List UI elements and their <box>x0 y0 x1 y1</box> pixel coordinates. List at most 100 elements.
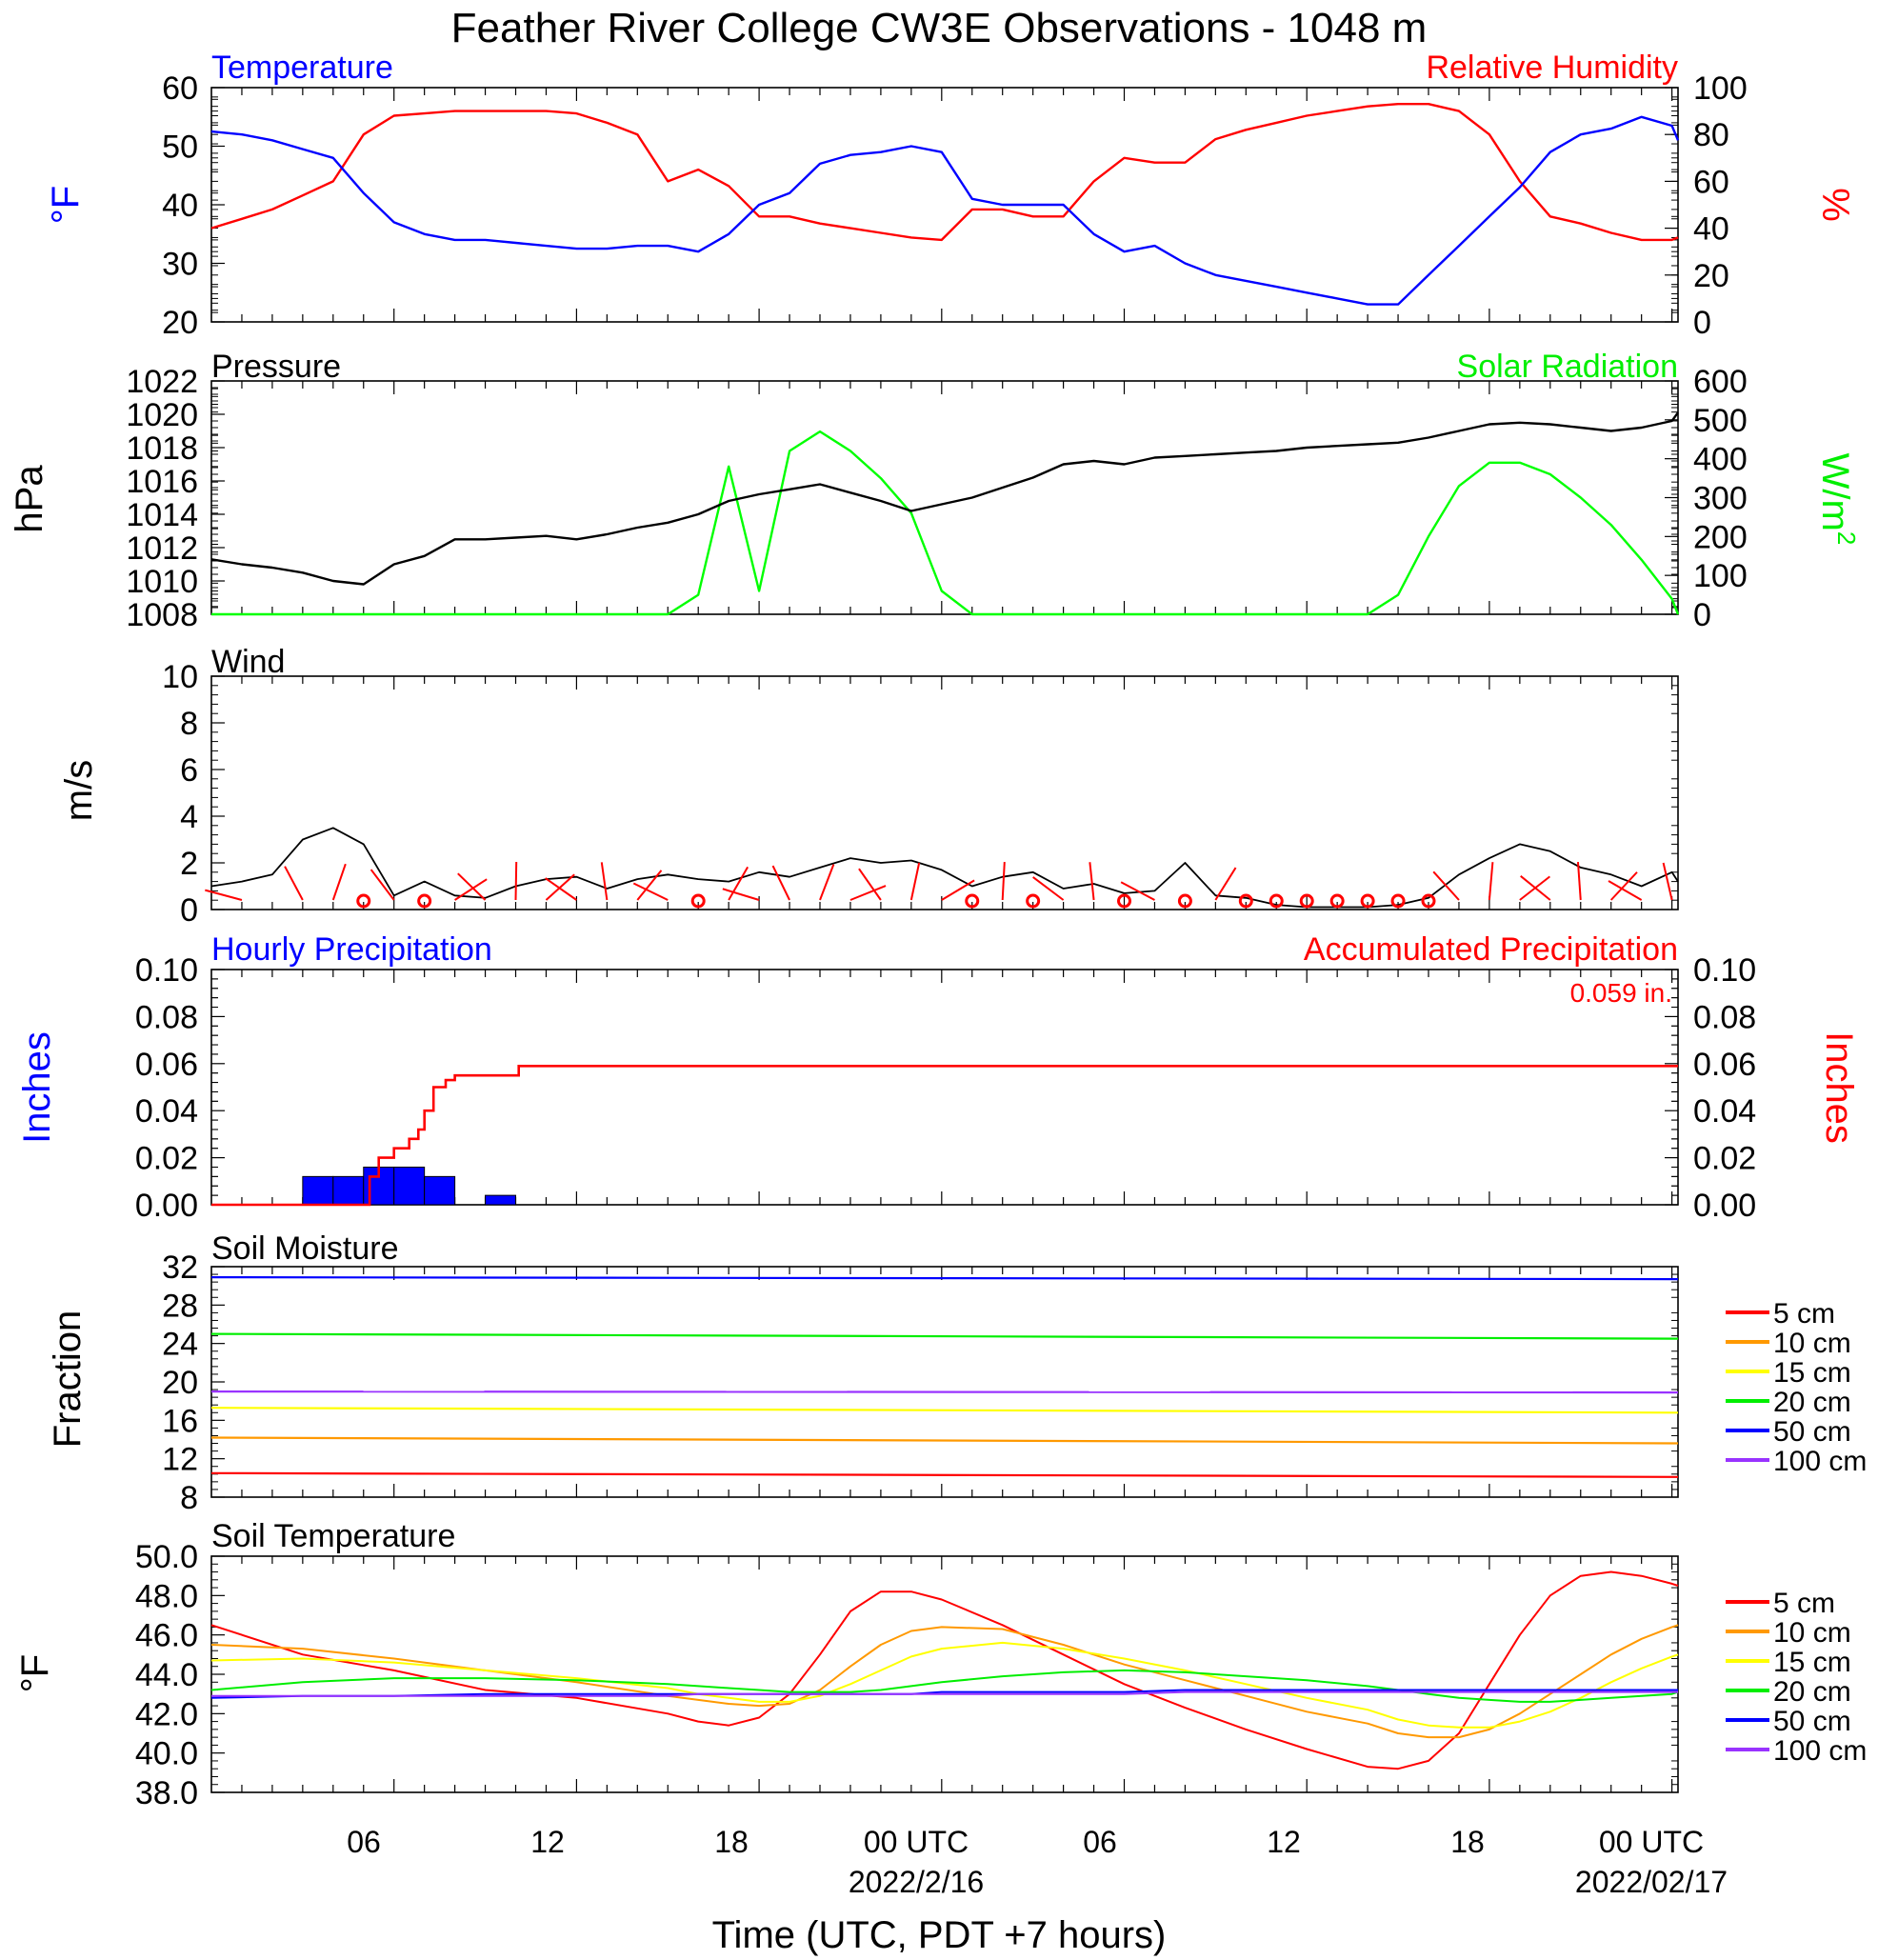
temperature-line <box>210 115 1680 306</box>
y-tick-label: 0 <box>180 892 198 929</box>
y-tick-label: 8 <box>180 1480 198 1516</box>
y-tick-label: 42.0 <box>135 1696 198 1732</box>
y-tick-label: 0.06 <box>1693 1047 1756 1083</box>
wind-barb <box>636 870 663 901</box>
soil-moisture-title: Soil Moisture <box>211 1230 399 1267</box>
x-tick-label: 12 <box>530 1825 565 1859</box>
time-axis: 06 12 18 00 UTC 06 12 18 00 UTC 2022/2/1… <box>347 1825 1728 1956</box>
y-tick-label: 100 <box>1693 70 1748 107</box>
soil-temperature-line <box>210 1570 1679 1770</box>
wind-axis-label: m/s <box>58 760 100 821</box>
soil-temperature-line <box>210 1624 1679 1739</box>
x-date-label: 2022/2/16 <box>849 1865 984 1899</box>
soil-temperature-line <box>210 1641 1679 1729</box>
y-tick-label: 0 <box>1693 597 1711 633</box>
accum-precip-axis-label: Inches <box>1818 1031 1860 1144</box>
legend-label: 100 cm <box>1773 1735 1867 1767</box>
calm-wind-marker <box>417 893 432 909</box>
wind-barb <box>1520 875 1551 901</box>
y-tick-label: 1020 <box>126 397 198 433</box>
wind-barb <box>1120 881 1155 901</box>
y-tick-label: 44.0 <box>135 1657 198 1693</box>
y-tick-label: 24 <box>162 1327 198 1363</box>
wind-title: Wind <box>211 644 285 680</box>
calm-wind-marker <box>690 893 706 909</box>
x-tick-label: 12 <box>1267 1825 1301 1859</box>
y-tick-label: 1008 <box>126 597 198 633</box>
y-tick-label: 0.02 <box>135 1141 198 1177</box>
wind-barb <box>370 869 395 901</box>
x-tick-label: 06 <box>1083 1825 1117 1859</box>
soil-temperature-line <box>211 1690 1678 1697</box>
hourly-precip-bar <box>332 1175 365 1206</box>
wind-barb <box>819 864 835 901</box>
humidity-line <box>210 103 1679 242</box>
hourly-precip-bar <box>485 1194 517 1206</box>
soil-moisture-line <box>210 1332 1679 1340</box>
figure-title: Feather River College CW3E Observations … <box>451 5 1428 51</box>
plot-frame <box>210 1266 1679 1498</box>
y-tick-label: 4 <box>180 799 198 835</box>
calm-wind-marker <box>1238 893 1253 909</box>
plot-frame <box>210 87 1679 323</box>
soil-moisture-line <box>210 1436 1679 1445</box>
solar-title: Solar Radiation <box>1457 349 1678 385</box>
y-tick-label: 12 <box>162 1442 198 1478</box>
calm-wind-marker <box>1026 893 1041 909</box>
wind-barb <box>454 878 488 901</box>
y-tick-label: 8 <box>180 706 198 742</box>
wind-barb <box>457 872 487 901</box>
calm-wind-marker <box>965 893 980 909</box>
calm-wind-marker <box>356 893 371 909</box>
wind-barb <box>1001 862 1006 901</box>
wind-speed-line <box>210 827 1679 909</box>
wind-barb <box>941 879 975 901</box>
y-tick-label: 0.10 <box>1693 952 1756 989</box>
hourly-precip-bar <box>302 1175 334 1206</box>
y-tick-label: 32 <box>162 1250 198 1286</box>
temperature-title: Temperature <box>211 50 393 86</box>
y-tick-label: 0.00 <box>1693 1188 1756 1224</box>
x-axis-title: Time (UTC, PDT +7 hours) <box>712 1914 1167 1956</box>
temperature-axis-label: °F <box>45 186 87 224</box>
soil-moisture-line <box>210 1471 1679 1478</box>
x-tick-label: 00 UTC <box>1599 1825 1704 1859</box>
y-tick-label: 50.0 <box>135 1539 198 1575</box>
calm-wind-marker <box>1269 893 1284 909</box>
legend-label: 20 cm <box>1773 1676 1851 1708</box>
calm-wind-marker <box>1177 893 1192 909</box>
plot-frame <box>210 969 1679 1206</box>
soil-moisture-line <box>210 1276 1679 1281</box>
legend-label: 5 cm <box>1773 1298 1835 1330</box>
wind-barb <box>1662 862 1673 901</box>
accum-precip-total: 0.059 in. <box>1570 978 1672 1008</box>
calm-wind-marker <box>1360 893 1375 909</box>
y-tick-label: 50 <box>162 130 198 166</box>
legend-label: 15 cm <box>1773 1647 1851 1678</box>
wind-barb <box>1609 871 1638 901</box>
y-tick-label: 300 <box>1693 481 1748 517</box>
wind-barb <box>514 861 518 901</box>
wind-barb <box>1608 880 1643 901</box>
wind-barb <box>728 866 749 901</box>
y-tick-label: 1010 <box>126 564 198 600</box>
y-tick-label: 30 <box>162 247 198 283</box>
solar-axis-label: W/m2 <box>1814 453 1861 546</box>
legend-label: 50 cm <box>1773 1416 1851 1448</box>
humidity-title: Relative Humidity <box>1426 50 1678 86</box>
legend-label: 100 cm <box>1773 1446 1867 1477</box>
legend-label: 15 cm <box>1773 1357 1851 1389</box>
x-tick-label: 00 UTC <box>864 1825 969 1859</box>
y-tick-label: 1016 <box>126 464 198 500</box>
wind-barb <box>1089 862 1095 901</box>
hourly-precip-title: Hourly Precipitation <box>211 931 492 968</box>
hourly-precip-bar <box>424 1175 456 1206</box>
calm-wind-marker <box>1329 893 1345 909</box>
y-tick-label: 28 <box>162 1288 198 1324</box>
x-tick-label: 18 <box>714 1825 749 1859</box>
pressure-axis-label: hPa <box>9 465 50 533</box>
legend-label: 5 cm <box>1773 1588 1835 1619</box>
legend-label: 50 cm <box>1773 1706 1851 1737</box>
wind-barb <box>205 889 243 901</box>
